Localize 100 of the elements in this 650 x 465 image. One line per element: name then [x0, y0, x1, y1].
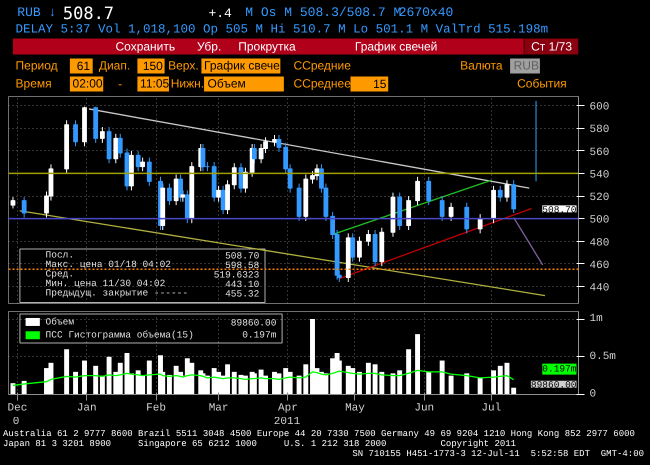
annotation: Сред.	[46, 268, 74, 280]
text: Прокрутка	[238, 40, 296, 54]
legend-label: Объем	[46, 316, 74, 328]
candlestick	[100, 126, 105, 144]
text: График свечей	[354, 40, 438, 54]
text: Диап.	[98, 58, 130, 72]
bar	[93, 366, 98, 394]
text: ССредние	[294, 58, 352, 72]
annotation: Предыдущ. закрытие ------	[46, 287, 188, 298]
text: 2011	[272, 416, 302, 428]
text: Сохранить	[115, 40, 176, 54]
candlestick	[448, 202, 454, 222]
bar	[406, 349, 412, 394]
candlestick	[174, 174, 179, 206]
candlestick	[426, 176, 432, 206]
y-tick-label: 500	[590, 214, 610, 227]
y-tick-label: 480	[590, 237, 610, 250]
candlestick	[272, 134, 277, 147]
text: 61	[76, 59, 90, 73]
text: 2670x40	[398, 5, 454, 20]
text: График свече	[204, 58, 280, 72]
candlestick	[276, 134, 282, 152]
text: Время	[16, 76, 52, 90]
annotation: Мин. цена 11/30 04:02	[46, 278, 166, 289]
annotation: 89860.00	[230, 317, 277, 328]
bar	[448, 376, 454, 394]
bar	[146, 360, 152, 394]
annotation: 519.6323	[214, 269, 260, 280]
text: 02:00	[72, 76, 103, 90]
candlestick	[113, 133, 118, 164]
annotation: 455.32	[225, 288, 260, 300]
text: Верх.	[168, 58, 199, 72]
text: 11:05	[140, 76, 170, 90]
candlestick	[22, 196, 27, 218]
legend-label: ПСС Гистограмма объема(15)	[46, 330, 194, 341]
text: ССреднее	[294, 76, 352, 90]
text: -	[118, 77, 122, 91]
candlestick	[140, 157, 146, 172]
bar	[415, 334, 420, 394]
annotation: 443.10	[225, 278, 260, 290]
annotation: Посл.	[46, 249, 74, 260]
candlestick	[415, 176, 420, 206]
text: RUB ↓	[17, 5, 56, 20]
x-tick-label: Jul	[481, 402, 502, 414]
candlestick	[136, 150, 141, 172]
y-tick-label: 600	[590, 102, 610, 114]
bar	[82, 360, 87, 394]
bar	[189, 362, 194, 394]
candlestick	[180, 190, 186, 202]
candlestick	[216, 185, 222, 202]
bar	[64, 349, 70, 394]
y-tick-label: 0	[590, 388, 596, 400]
text: M Os M 508.3/508.7 M	[245, 5, 402, 20]
candlestick	[252, 144, 257, 164]
text: Объем	[208, 76, 246, 90]
text: Ст 1/73	[531, 40, 572, 54]
y-tick-label: 460	[590, 260, 610, 272]
x-tick-label: Jan	[76, 402, 97, 414]
candlestick	[478, 214, 483, 234]
y-tick-label: 560	[590, 146, 610, 159]
candlestick	[350, 232, 356, 262]
x-tick-label: Mar	[208, 402, 229, 414]
candlestick	[440, 196, 445, 222]
candlestick	[498, 185, 503, 202]
text: SN 710155 H451-1773-3 12-Jul-11 5:52:58 EDT GMT-4:00	[352, 449, 644, 459]
bar	[10, 383, 16, 394]
annotation: 0.197m	[542, 364, 577, 375]
text: RUB	[514, 58, 539, 72]
y-tick-label: 0.5m	[590, 350, 616, 363]
bar	[296, 376, 302, 394]
x-tick-label: Jun	[414, 402, 434, 414]
candlestick	[366, 229, 371, 246]
bar	[379, 372, 384, 394]
bar	[73, 372, 78, 394]
y-tick-label: 540	[590, 169, 610, 182]
x-tick-label: May	[345, 402, 366, 414]
y-tick-label: 580	[590, 124, 610, 136]
candlestick	[504, 180, 510, 202]
annotation: 508.70	[542, 204, 577, 216]
text: 0	[12, 416, 20, 428]
candlestick	[200, 144, 206, 172]
text: 508.7	[62, 4, 114, 24]
text: Убр.	[197, 40, 222, 54]
x-tick-label: Feb	[146, 402, 166, 414]
candlestick	[10, 196, 16, 209]
x-tick-label: Apr	[278, 402, 298, 414]
candlestick	[118, 133, 123, 158]
candlestick	[73, 120, 78, 147]
candlestick	[184, 190, 190, 224]
text: Валюта	[460, 58, 503, 72]
bar	[491, 370, 496, 394]
candlestick	[167, 183, 172, 206]
y-tick-label: 1m	[590, 313, 604, 326]
text: Japan 81 3 3201 8900 Singapore 65 6212 1000 U.S. 1 212 318 2000 Copyright 2011	[3, 439, 516, 449]
y-tick-label: 520	[590, 192, 610, 204]
text: 15	[373, 77, 387, 91]
annotation: 89860.00	[530, 380, 577, 391]
text: 150	[142, 59, 164, 73]
text: События	[517, 76, 567, 90]
text: DELAY 5:37 Vol 1,018,100 Op 505 M Hi 510.7 M Lo 501.1 M ValTrd 515.198m	[16, 22, 548, 36]
